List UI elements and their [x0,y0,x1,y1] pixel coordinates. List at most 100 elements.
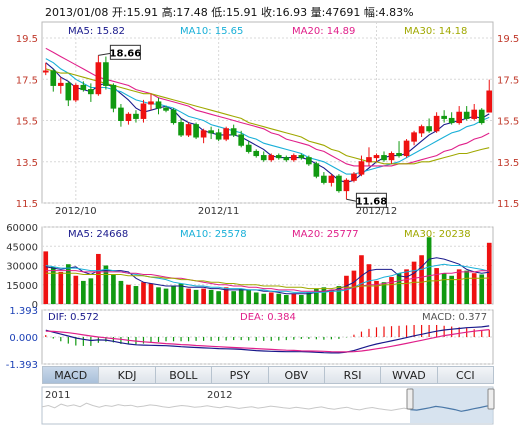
volume-tick: 60000 [6,223,38,234]
candle-body [358,161,365,175]
candle-body [95,62,102,95]
candle-body [448,117,455,124]
candle-body [72,84,79,101]
candle-body [42,70,49,73]
candle-body [110,84,117,109]
high-callout-label: 18.66 [110,48,142,59]
tab-cci[interactable]: CCI [437,366,494,384]
candle-body [306,157,312,165]
volume-bar [359,255,364,304]
volume-bar [193,289,199,304]
candle-body [336,175,342,192]
candle-body [411,132,417,142]
candle-body [193,124,199,138]
candle-body [313,163,320,177]
high-callout-box [109,44,141,60]
price-ma30-line [45,68,490,165]
tab-kdj[interactable]: KDJ [99,366,156,384]
candle-body [50,70,57,86]
candle-body [178,122,184,136]
volume-bar [50,266,56,304]
candle-body [268,155,275,161]
macd-dea-line [45,329,490,353]
volume-bar [389,277,394,304]
candle-body [403,140,410,157]
price-ma-legend: MA30: 14.18 [404,26,467,37]
volume-bar [43,251,49,304]
tab-boll[interactable]: BOLL [155,366,213,384]
candle-body [396,153,402,157]
candle-body [290,155,297,161]
candle-body [478,109,485,124]
macd-dea-label: DEA: 0.384 [240,312,296,323]
volume-bar [133,286,139,304]
volume-bar [329,289,334,304]
volume-bar [73,275,79,304]
candle-body [140,103,147,119]
volume-bar [126,284,131,304]
candle-body [103,62,109,86]
price-tick-left: 17.5 [16,75,38,86]
low-callout-leader [346,198,357,202]
volume-bar [404,269,409,304]
candle-body [366,157,372,163]
tab-obv[interactable]: OBV [268,366,325,384]
high-callout-leader [98,52,111,56]
date-label: 2012/12 [356,206,398,217]
candle-body [125,113,132,121]
candle-body [486,90,493,113]
candle-body [321,175,327,183]
volume-bar [81,280,86,304]
candle-body [343,179,350,192]
macd-dif-label: DIF: 0.572 [48,312,99,323]
candle-body [80,84,87,91]
navigator-left-handle[interactable] [406,388,414,410]
price-ma-legend: MA20: 14.89 [292,26,355,37]
candle-body [426,126,432,132]
price-tick-right: 13.5 [497,158,519,169]
volume-bar [231,291,237,304]
volume-bar [171,286,176,304]
candle-body [238,134,245,146]
quote-header: 2013/01/08 开:15.91 高:17.48 低:15.91 收:16.… [45,6,414,19]
tab-macd[interactable]: MACD [42,366,100,384]
price-ma-legend: MA10: 15.65 [180,26,243,37]
volume-ma20-line [45,270,490,292]
volume-bar [268,292,274,304]
candle-body [65,82,72,101]
candle-body [170,109,177,124]
tab-wvad[interactable]: WVAD [381,366,438,384]
tab-psy[interactable]: PSY [212,366,269,384]
volume-tick: 45000 [6,242,38,253]
price-ma20-line [45,47,490,167]
price-tick-left: 11.5 [16,199,38,210]
candle-body [155,101,162,109]
candle-body [441,115,447,119]
candle-body [418,126,425,134]
price-tick-left: 13.5 [16,158,38,169]
volume-bar [103,265,109,304]
volume-bar [208,289,214,304]
volume-bar [366,264,372,304]
volume-bar [223,287,229,304]
volume-bar [65,264,71,304]
volume-bar [396,273,402,304]
navigator-right-handle[interactable] [487,388,495,410]
volume-ma-legend: MA5: 24668 [68,229,128,240]
volume-bar [479,274,485,304]
price-tick-right: 17.5 [497,75,519,86]
volume-bar [178,283,184,304]
candle-body [463,111,470,119]
volume-bar [381,282,387,304]
candle-body [148,101,154,105]
candle-body [245,144,252,152]
tab-rsi[interactable]: RSI [324,366,382,384]
price-ma10-line [45,58,490,175]
candle-body [373,155,380,159]
volume-ma-legend: MA20: 25777 [292,229,359,240]
macd-tick: 1.393 [9,306,38,317]
volume-bar [58,271,64,304]
candle-body [298,155,305,159]
volume-bar [118,280,124,304]
